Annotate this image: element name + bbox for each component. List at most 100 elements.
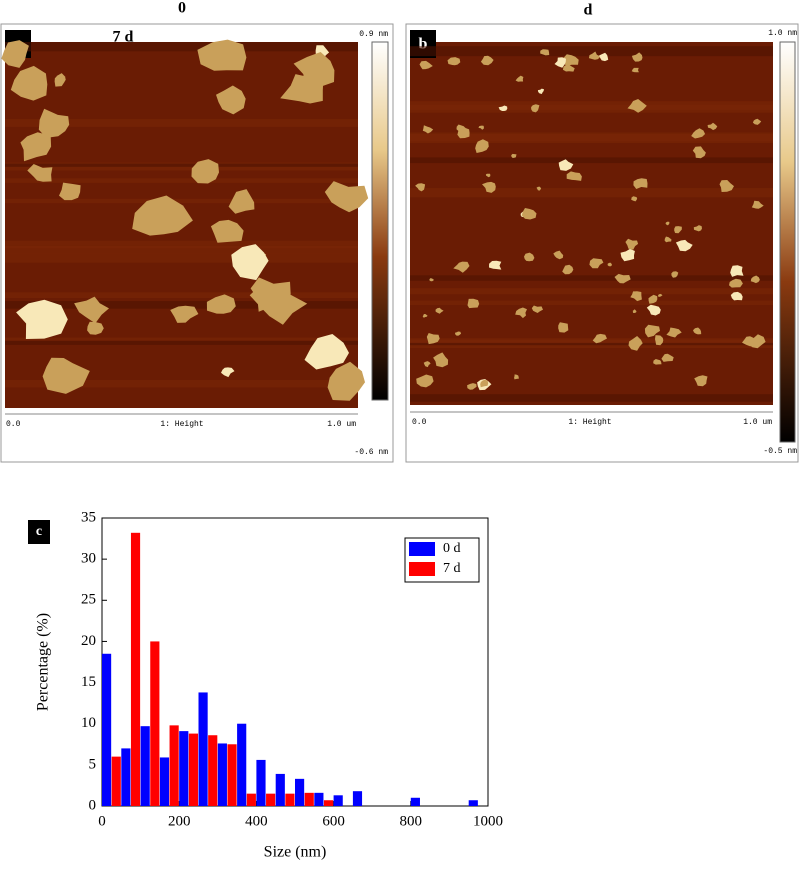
afm-domain xyxy=(480,379,489,388)
afm-domain xyxy=(515,307,527,319)
label-box xyxy=(28,520,50,544)
afm-domain xyxy=(730,265,744,277)
afm-domain xyxy=(693,225,702,232)
afm-domain xyxy=(74,296,109,324)
afm-domain xyxy=(324,181,369,213)
afm-domain xyxy=(531,305,543,313)
afm-domain xyxy=(524,252,535,262)
afm-domain xyxy=(566,171,582,181)
afm-domain xyxy=(531,104,540,113)
bar xyxy=(102,653,112,806)
afm-domain xyxy=(646,304,661,316)
bar xyxy=(333,795,343,806)
afm-domain xyxy=(38,108,70,138)
afm-stripe xyxy=(410,101,773,110)
afm-domain xyxy=(742,336,756,347)
afm-domain xyxy=(293,52,335,87)
bar xyxy=(179,731,189,806)
afm-domain xyxy=(674,226,682,234)
x-tick-label: 800 xyxy=(400,813,423,829)
bar xyxy=(130,532,141,806)
afm-domain xyxy=(661,353,674,362)
afm-stripe xyxy=(410,46,773,57)
afm-domain xyxy=(455,331,462,336)
afm-domain xyxy=(221,367,235,378)
afm-domain xyxy=(562,264,574,275)
afm-domain xyxy=(521,208,537,220)
afm-domain xyxy=(665,221,670,226)
afm-domain xyxy=(59,182,81,201)
x-tick-label: 200 xyxy=(168,813,191,829)
chart: 0 5 10 15 20 25 30 35 0 200 400 600 800 1000 Size (nm)… xyxy=(35,509,503,860)
x-tick-label: 1000 xyxy=(473,813,503,829)
bar xyxy=(227,744,237,806)
afm-domain xyxy=(648,294,658,304)
x-tick-label: 400 xyxy=(245,813,268,829)
x-start: 0.0 xyxy=(6,420,21,429)
afm-domain xyxy=(628,336,643,351)
scale-min: -0.5 nm xyxy=(763,447,797,456)
bar xyxy=(150,641,160,806)
afm-domain xyxy=(562,64,575,72)
x-axis-label: Size (nm) xyxy=(264,844,327,861)
afm-domain xyxy=(426,333,440,345)
afm-domain xyxy=(475,139,489,153)
bar xyxy=(111,756,121,806)
bar xyxy=(275,773,285,806)
bar xyxy=(256,759,266,806)
channel: 1: Height xyxy=(568,418,611,427)
scale-max: 1.0 nm xyxy=(768,29,797,38)
afm-domain xyxy=(453,261,470,273)
afm-stripe xyxy=(5,198,358,204)
bar xyxy=(159,757,170,806)
y-tick-label: 5 xyxy=(89,756,97,772)
afm-stripe xyxy=(410,288,773,295)
afm-stripe xyxy=(410,275,773,281)
afm-domain xyxy=(191,159,219,184)
afm-domain xyxy=(730,291,743,301)
scale-min: -0.6 nm xyxy=(354,448,388,457)
legend-label: 0 d xyxy=(443,541,461,556)
afm-stripe xyxy=(410,157,773,164)
afm-domain xyxy=(435,307,444,314)
afm-domain xyxy=(653,359,662,365)
afm-domain xyxy=(632,309,637,313)
channel: 1: Height xyxy=(160,420,203,429)
afm-domain xyxy=(415,183,426,192)
bar xyxy=(323,800,334,806)
afm-domain xyxy=(627,99,647,113)
afm-domain xyxy=(752,118,762,125)
afm-domain xyxy=(588,51,601,60)
afm-stripe xyxy=(5,301,358,309)
y-tick-label: 30 xyxy=(81,551,96,567)
afm-domain xyxy=(655,335,664,346)
y-axis-label: Percentage (%) xyxy=(35,613,52,711)
bar xyxy=(188,733,199,806)
afm-domain xyxy=(10,65,48,101)
afm-domain xyxy=(485,173,491,178)
afm-domain xyxy=(210,219,244,243)
y-tick-label: 20 xyxy=(81,633,96,649)
bar xyxy=(410,797,420,806)
afm-domain xyxy=(457,127,470,139)
afm-domain xyxy=(631,67,639,73)
bar xyxy=(352,791,363,806)
afm-domain xyxy=(327,361,365,401)
afm-domain xyxy=(422,125,434,134)
afm-domain xyxy=(132,195,193,236)
colorbar xyxy=(779,41,796,443)
afm-domain xyxy=(498,105,508,111)
afm-stripe xyxy=(410,342,773,346)
afm-domain xyxy=(20,132,52,162)
bar xyxy=(140,726,150,806)
bar xyxy=(468,800,478,806)
afm-domain xyxy=(429,278,434,282)
afm-domain xyxy=(478,125,484,130)
afm-domain xyxy=(540,49,550,56)
top-label: d xyxy=(584,2,593,19)
afm-domain xyxy=(558,322,569,333)
afm-domain xyxy=(216,85,246,115)
afm-domain xyxy=(625,238,639,250)
afm-domain xyxy=(707,122,718,131)
afm-domain xyxy=(694,375,708,387)
